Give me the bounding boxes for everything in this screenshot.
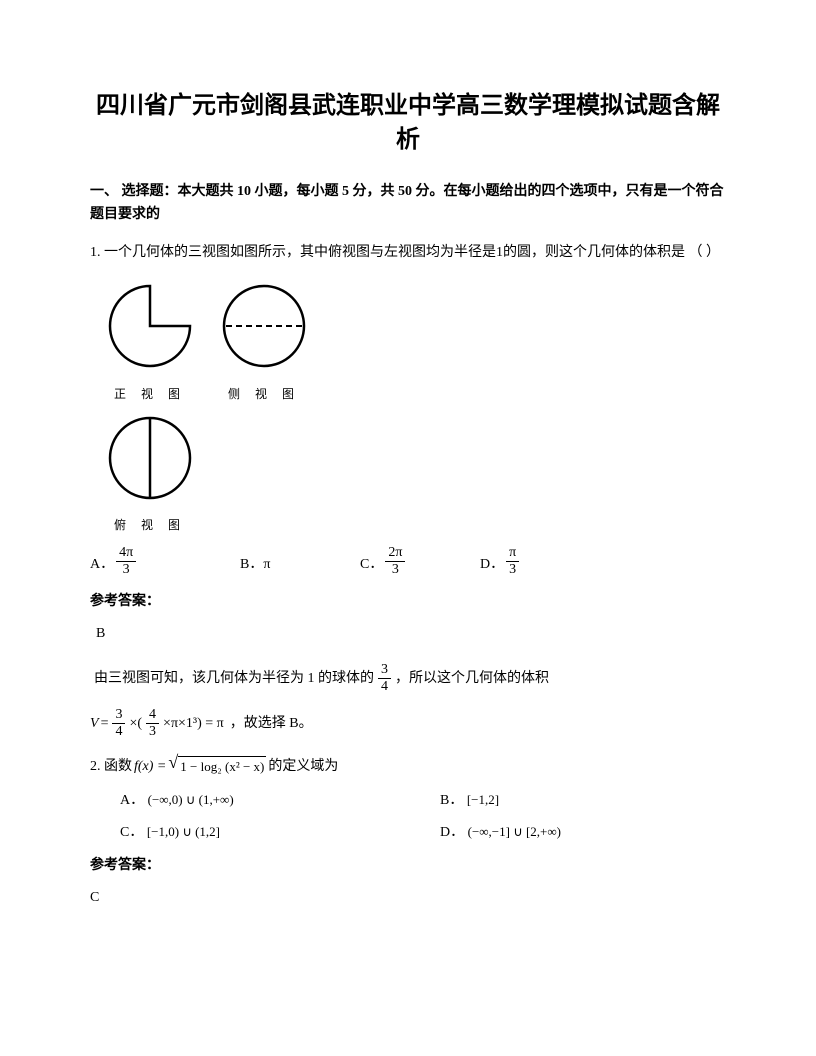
view-row-bottom: 俯 视 图	[100, 408, 726, 536]
front-view-label: 正 视 图	[100, 385, 200, 404]
view-row-top: 正 视 图 侧 视 图	[100, 276, 726, 404]
side-view-label: 侧 视 图	[214, 385, 314, 404]
q1-opt-b-val: π	[263, 554, 270, 576]
q2-answer-label: 参考答案：	[90, 855, 726, 877]
q1-opt-d-frac: π 3	[506, 546, 519, 577]
eq1: =	[101, 713, 109, 735]
q1-stem-a: 1. 一个几何体的三视图如图所示，其中俯视图与左视图均为半径是	[90, 245, 496, 260]
q2-b-label: B．	[440, 793, 463, 808]
q2-options: A． (−∞,0) ∪ (1,+∞) B． [−1,2] C． [−1,0) ∪…	[120, 790, 726, 845]
problem-2: 2. 函数 f(x) = √ 1 − log₂ (x² − x) 的定义域为	[90, 755, 726, 778]
times1: ×(	[129, 713, 142, 735]
q1-volume-var: V	[90, 713, 99, 735]
rest: ×π×1³) = π	[163, 713, 224, 735]
q2-answer: C	[90, 887, 726, 909]
circle-vertical-diameter-icon	[100, 408, 200, 508]
q1-expl-b: ，所以这个几何体的体积	[395, 668, 549, 690]
top-view-label: 俯 视 图	[100, 516, 200, 535]
q1-expl-den: 4	[378, 679, 391, 694]
q1-a-num: 4π	[116, 546, 136, 562]
side-view: 侧 视 图	[214, 276, 314, 404]
q1-formula-line: V = 34 ×( 43 ×π×1³) = π ，故选择 B。	[90, 708, 726, 739]
pacman-icon	[100, 276, 200, 376]
q2-rad-inner: 1 − log₂ (x² − x)	[178, 756, 266, 778]
q1-expl-frac: 3 4	[378, 663, 391, 694]
q1-answer-label: 参考答案：	[90, 591, 726, 613]
section-heading: 一、 选择题：本大题共 10 小题，每小题 5 分，共 50 分。在每小题给出的…	[90, 181, 726, 226]
q2-b-val: [−1,2]	[467, 792, 499, 807]
problem-1: 1. 一个几何体的三视图如图所示，其中俯视图与左视图均为半径是1的圆，则这个几何…	[90, 242, 726, 264]
q2-stem-b: 的定义域为	[268, 756, 338, 778]
q1-expl-num: 3	[378, 663, 391, 679]
q1-d-den: 3	[506, 562, 519, 577]
front-view: 正 视 图	[100, 276, 200, 404]
q1-opt-a-frac: 4π 3	[116, 546, 136, 577]
q1-expl-c: ，故选择 B。	[230, 713, 313, 735]
q2-a-label: A．	[120, 793, 144, 808]
q1-c-num: 2π	[385, 546, 405, 562]
q1-opt-c-label: C．	[360, 554, 383, 576]
q1-c-den: 3	[389, 562, 402, 577]
q1-answer: B	[96, 623, 726, 645]
page-title: 四川省广元市剑阁县武连职业中学高三数学理模拟试题含解析	[90, 90, 726, 157]
frac-34: 34	[112, 708, 125, 739]
q1-opt-d-label: D．	[480, 554, 504, 576]
radical-icon: √ 1 − log₂ (x² − x)	[168, 755, 266, 778]
q2-d-val: (−∞,−1] ∪ [2,+∞)	[468, 824, 561, 839]
q1-d-num: π	[506, 546, 519, 562]
q1-opt-c-frac: 2π 3	[385, 546, 405, 577]
q2-d-label: D．	[440, 825, 464, 840]
q1-opt-a-label: A．	[90, 554, 114, 576]
q1-radius: 1	[496, 245, 503, 260]
circle-dashed-chord-icon	[214, 276, 314, 376]
top-view: 俯 视 图	[100, 408, 200, 536]
q2-c-val: [−1,0) ∪ (1,2]	[147, 824, 220, 839]
three-views-figure: 正 视 图 侧 视 图 俯 视 图	[100, 276, 726, 535]
q1-expl-a: 由三视图可知，该几何体为半径为 1 的球体的	[94, 668, 374, 690]
q1-opt-b-label: B．	[240, 554, 263, 576]
frac-43: 43	[146, 708, 159, 739]
q1-a-den: 3	[120, 562, 133, 577]
q2-stem-a: 2. 函数	[90, 756, 132, 778]
q1-explanation-line1: 由三视图可知，该几何体为半径为 1 的球体的 3 4 ，所以这个几何体的体积	[94, 663, 726, 694]
q2-c-label: C．	[120, 825, 143, 840]
q2-a-val: (−∞,0) ∪ (1,+∞)	[148, 792, 234, 807]
q2-fx-head: f(x) =	[134, 756, 166, 778]
q1-options: A． 4π 3 B． π C． 2π 3 D． π 3	[90, 546, 726, 577]
q1-stem-b: 的圆，则这个几何体的体积是 （ ）	[503, 245, 720, 260]
